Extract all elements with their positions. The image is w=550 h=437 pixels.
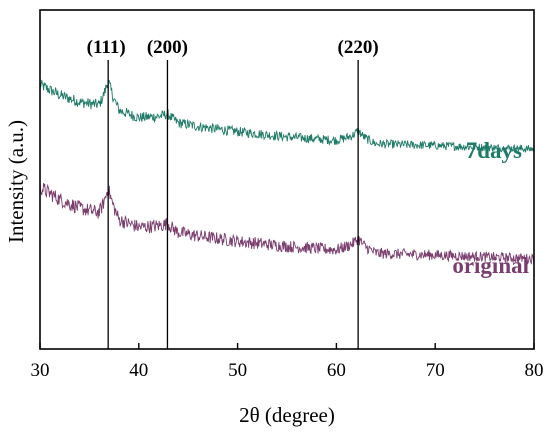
x-axis-label: 2θ (degree) xyxy=(239,403,335,427)
x-tick-label: 40 xyxy=(129,360,148,381)
x-tick-label: 80 xyxy=(525,360,544,381)
x-tick-label: 60 xyxy=(327,360,346,381)
x-ticks: 30 40 50 60 70 80 xyxy=(31,343,544,381)
reference-line-label: (220) xyxy=(338,37,379,58)
x-tick-label: 30 xyxy=(31,360,50,381)
reference-line-label: (200) xyxy=(147,37,188,58)
plot-frame xyxy=(39,9,535,350)
series-label-7days: 7days xyxy=(466,138,522,163)
series-label-original: original xyxy=(452,253,529,278)
x-tick-label: 70 xyxy=(426,360,445,381)
series-layer xyxy=(39,79,535,265)
reference-lines: (111) (200) (220) xyxy=(87,37,379,349)
reference-line-label: (111) xyxy=(87,37,126,58)
series-line-7days xyxy=(39,79,535,154)
series-line-original xyxy=(39,182,535,265)
y-axis-label: Intensity (a.u.) xyxy=(4,120,28,243)
x-tick-label: 50 xyxy=(228,360,247,381)
